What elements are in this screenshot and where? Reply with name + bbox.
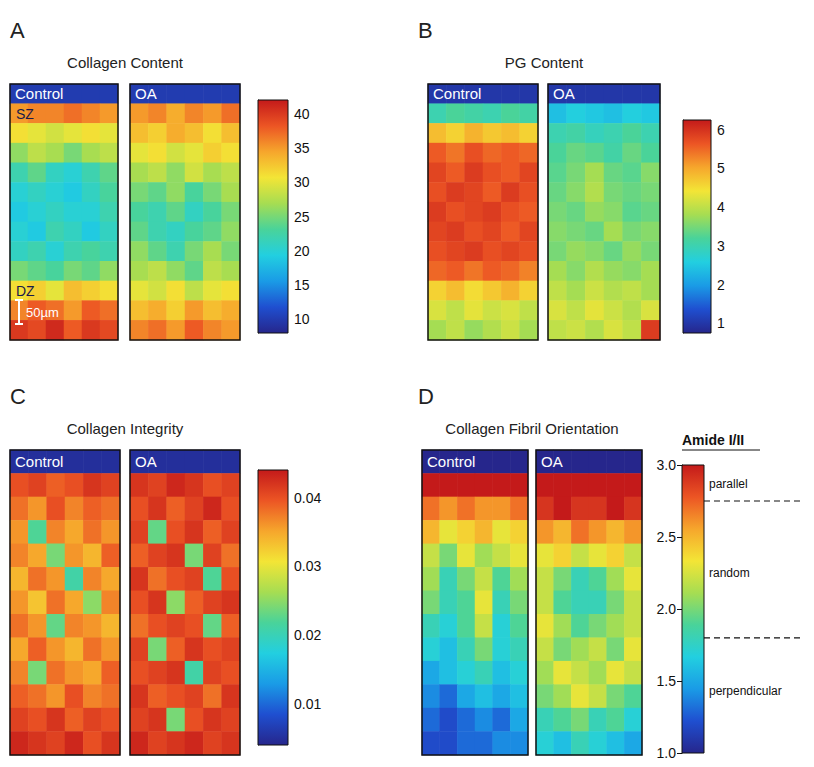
svg-text:parallel: parallel	[709, 477, 748, 491]
svg-text:OA: OA	[541, 453, 563, 470]
svg-text:PG Content: PG Content	[505, 54, 584, 71]
svg-text:35: 35	[294, 140, 310, 156]
svg-text:DZ: DZ	[16, 283, 35, 299]
svg-text:5: 5	[717, 160, 725, 176]
svg-text:3: 3	[717, 238, 725, 254]
svg-text:1: 1	[717, 315, 725, 331]
svg-text:1.5: 1.5	[657, 673, 677, 689]
svg-text:3.0: 3.0	[657, 457, 677, 473]
svg-text:40: 40	[294, 106, 310, 122]
svg-text:0.01: 0.01	[294, 696, 321, 712]
svg-text:Amide I/II: Amide I/II	[682, 432, 744, 448]
svg-text:2.0: 2.0	[657, 601, 677, 617]
svg-text:10: 10	[294, 311, 310, 327]
svg-text:Control: Control	[427, 453, 475, 470]
svg-text:OA: OA	[553, 85, 575, 102]
svg-text:0.03: 0.03	[294, 558, 321, 574]
svg-text:random: random	[709, 566, 750, 580]
svg-text:6: 6	[717, 122, 725, 138]
svg-text:4: 4	[717, 199, 725, 215]
svg-text:C: C	[10, 384, 26, 409]
svg-text:0.02: 0.02	[294, 627, 321, 643]
svg-text:15: 15	[294, 277, 310, 293]
svg-text:2.5: 2.5	[657, 529, 677, 545]
svg-text:25: 25	[294, 209, 310, 225]
svg-text:D: D	[418, 384, 434, 409]
svg-text:Control: Control	[433, 85, 481, 102]
svg-text:50µm: 50µm	[26, 305, 59, 320]
svg-text:SZ: SZ	[16, 106, 34, 122]
svg-text:perpendicular: perpendicular	[709, 684, 782, 698]
svg-text:OA: OA	[135, 453, 157, 470]
svg-text:OA: OA	[135, 85, 157, 102]
svg-text:Control: Control	[15, 453, 63, 470]
svg-text:A: A	[10, 18, 25, 43]
svg-text:Control: Control	[15, 85, 63, 102]
svg-text:20: 20	[294, 243, 310, 259]
svg-text:Collagen Content: Collagen Content	[67, 54, 184, 71]
svg-text:B: B	[418, 18, 433, 43]
svg-text:1.0: 1.0	[657, 745, 677, 761]
svg-text:0.04: 0.04	[294, 490, 321, 506]
svg-text:30: 30	[294, 174, 310, 190]
svg-text:Collagen Integrity: Collagen Integrity	[67, 420, 184, 437]
svg-text:Collagen Fibril Orientation: Collagen Fibril Orientation	[445, 420, 618, 437]
svg-text:2: 2	[717, 277, 725, 293]
